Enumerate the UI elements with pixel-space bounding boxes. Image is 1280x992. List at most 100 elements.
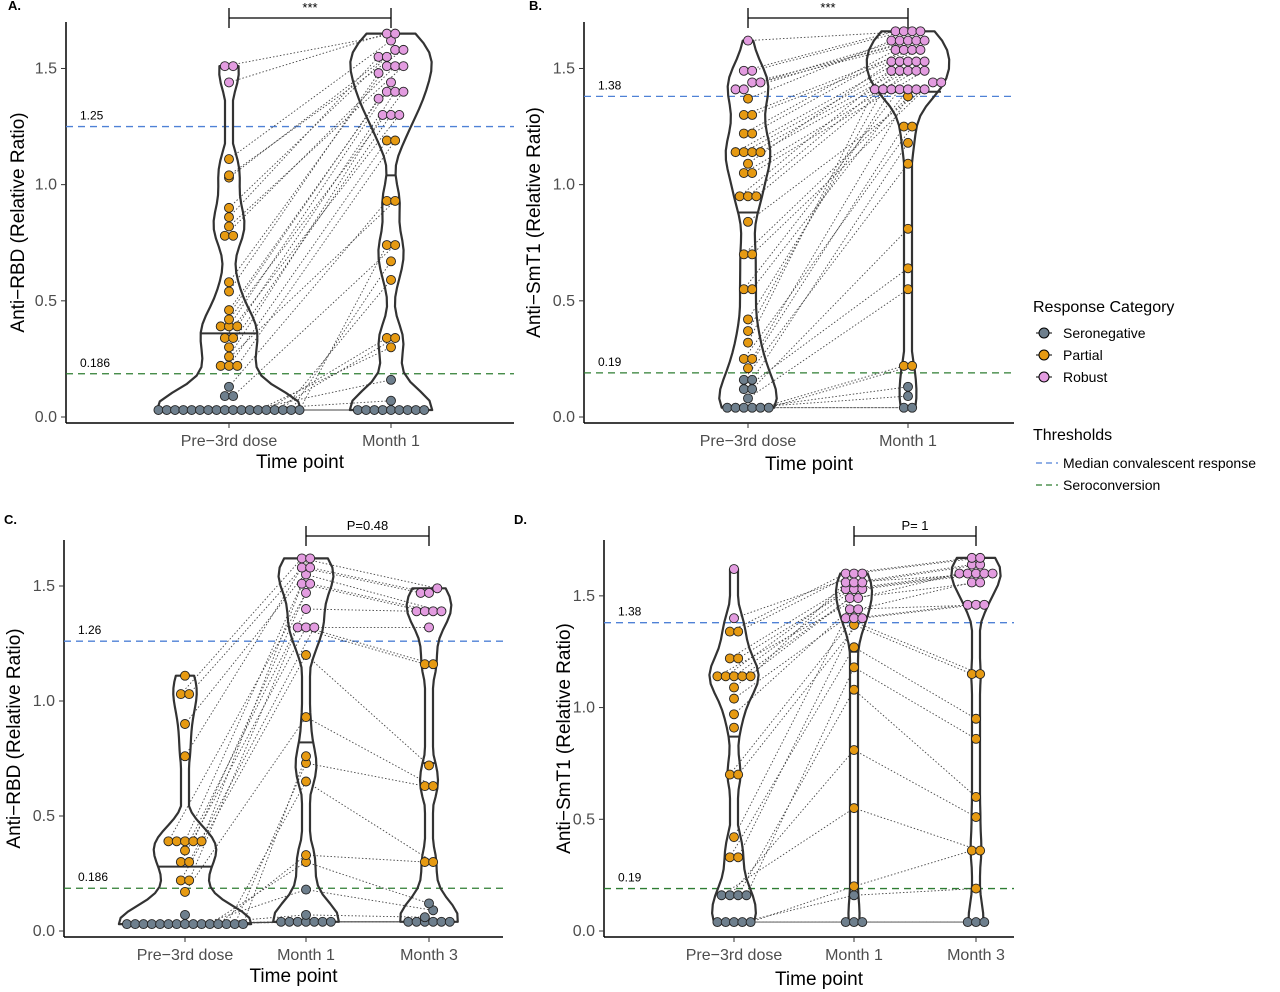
data-point-robust (919, 84, 930, 95)
data-point-seronegative (849, 890, 859, 901)
legend-response-title: Response Category (1033, 299, 1174, 316)
data-point-robust (915, 26, 926, 37)
data-point-robust (849, 568, 859, 579)
subject-connector (845, 557, 972, 574)
data-point-robust (411, 606, 422, 617)
subject-connector (266, 337, 388, 411)
legend-item-partial: Partial (1036, 347, 1103, 363)
subject-connector (862, 564, 981, 583)
legend-label-seroconversion: Seroconversion (1063, 477, 1160, 493)
subject-connector (184, 567, 311, 725)
panel-a: A. 0.0 0.5 1.0 1.5 Pre−3rd dose Month 1 Time po… (8, 0, 514, 473)
data-point-partial (171, 836, 182, 847)
subject-connector (188, 627, 315, 863)
data-point-partial (224, 170, 234, 181)
data-point-seronegative (857, 917, 868, 928)
subject-connector (747, 30, 913, 42)
data-point-robust (377, 109, 388, 120)
data-point-partial (971, 791, 981, 802)
data-point-partial (224, 277, 234, 288)
data-point-partial (903, 284, 913, 295)
data-point-seronegative (386, 405, 396, 415)
data-point-robust (219, 61, 230, 72)
data-point-seronegative (755, 402, 766, 413)
subject-connector (768, 365, 913, 409)
data-point-partial (219, 230, 230, 241)
data-point-robust (381, 51, 392, 62)
subject-connector (282, 279, 392, 411)
data-point-partial (180, 836, 190, 847)
subject-connector (224, 114, 400, 339)
data-point-partial (232, 360, 243, 371)
data-point-partial (738, 353, 749, 364)
data-point-partial (733, 769, 744, 780)
data-point-seronegative (419, 912, 430, 923)
subject-connector (752, 40, 917, 83)
data-point-partial (301, 650, 311, 660)
subject-connector (236, 91, 396, 327)
subject-connector (217, 854, 307, 925)
subject-connector (305, 854, 425, 863)
data-point-seronegative (377, 405, 388, 415)
data-point-robust (911, 56, 922, 67)
subject-connector (743, 49, 896, 134)
data-point-robust (886, 65, 897, 76)
data-point-robust (381, 86, 392, 97)
data-point-partial (903, 263, 913, 274)
x-tick-label: Month 1 (277, 947, 335, 964)
data-point-robust (755, 77, 766, 88)
data-point-seronegative (238, 919, 249, 930)
data-point-robust (738, 65, 749, 76)
data-point-robust (386, 109, 396, 120)
data-point-robust (849, 577, 859, 588)
data-point-seronegative (743, 393, 753, 404)
data-point-robust (857, 613, 868, 624)
data-point-partial (301, 751, 311, 762)
data-point-seronegative (716, 890, 727, 901)
subject-connector (188, 627, 299, 881)
subject-connector (747, 40, 892, 100)
data-point-seronegative (403, 916, 414, 927)
panel-label: D. (514, 512, 527, 527)
violin-outline (348, 32, 434, 412)
y-tick-label: 0.5 (553, 293, 575, 310)
data-point-partial (224, 360, 234, 371)
data-point-seronegative (729, 917, 739, 928)
data-point-robust (292, 622, 303, 633)
data-point-seronegative (194, 405, 205, 415)
legend-label-robust: Robust (1063, 369, 1107, 385)
data-point-partial (180, 751, 190, 762)
data-point-seronegative (410, 405, 421, 415)
data-point-partial (743, 326, 753, 336)
data-point-robust (857, 568, 868, 579)
subject-connector (742, 894, 855, 923)
data-point-seronegative (444, 916, 455, 927)
data-point-partial (224, 286, 234, 297)
data-point-robust (394, 109, 405, 120)
data-point-robust (975, 577, 986, 588)
data-point-robust (975, 552, 986, 563)
data-point-seronegative (738, 374, 749, 385)
legend-item-median: Median convalescent response (1036, 455, 1256, 471)
data-point-partial (903, 223, 913, 234)
data-point-partial (224, 342, 234, 353)
data-point-seronegative (738, 384, 749, 395)
data-point-robust (730, 84, 741, 95)
subject-connector (228, 200, 388, 388)
subject-connector (184, 583, 303, 842)
seroconversion-threshold-label: 0.186 (80, 356, 110, 370)
data-point-robust (903, 35, 913, 46)
subject-connector (301, 567, 421, 594)
data-point-partial (738, 147, 749, 158)
data-point-robust (907, 44, 918, 55)
data-point-seronegative (146, 919, 157, 930)
y-tick-label: 0.5 (33, 808, 55, 825)
subject-connector (305, 914, 425, 918)
data-point-robust (903, 56, 913, 67)
subject-connector (242, 756, 307, 925)
data-point-seronegative (278, 405, 288, 415)
data-point-seronegative (898, 402, 909, 413)
data-point-robust (919, 56, 930, 67)
data-point-robust (729, 613, 739, 624)
